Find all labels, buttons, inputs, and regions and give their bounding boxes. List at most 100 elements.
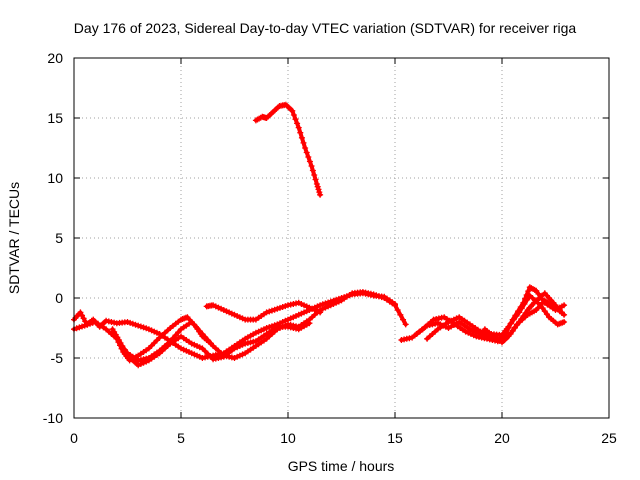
data-point bbox=[375, 293, 382, 300]
data-point bbox=[301, 302, 308, 309]
data-point bbox=[309, 305, 316, 312]
data-point bbox=[236, 352, 243, 359]
data-point bbox=[79, 323, 86, 330]
data-point bbox=[191, 351, 198, 358]
data-point bbox=[153, 337, 160, 344]
data-point bbox=[400, 316, 407, 323]
data-point bbox=[287, 315, 294, 322]
data-point bbox=[465, 329, 472, 336]
data-point bbox=[306, 158, 313, 165]
data-point bbox=[303, 303, 310, 310]
data-point bbox=[212, 303, 219, 310]
data-point bbox=[196, 353, 203, 360]
data-point bbox=[137, 361, 144, 367]
data-point bbox=[145, 326, 152, 333]
data-point bbox=[210, 302, 217, 309]
data-point bbox=[231, 345, 238, 352]
data-point bbox=[148, 327, 155, 334]
data-point bbox=[448, 317, 455, 324]
data-point bbox=[335, 298, 342, 305]
data-point bbox=[204, 350, 211, 357]
data-point bbox=[81, 322, 88, 329]
data-point bbox=[140, 359, 147, 366]
data-point bbox=[231, 311, 238, 318]
data-point bbox=[255, 328, 262, 335]
data-point bbox=[118, 345, 125, 352]
data-point bbox=[194, 352, 201, 359]
data-point bbox=[199, 345, 206, 352]
data-point bbox=[298, 134, 305, 141]
data-point bbox=[266, 324, 273, 331]
x-tick-label: 15 bbox=[387, 430, 403, 446]
data-point bbox=[207, 340, 214, 347]
data-point bbox=[226, 309, 233, 316]
data-point bbox=[319, 305, 326, 312]
y-tick-label: 10 bbox=[47, 170, 63, 186]
data-point bbox=[316, 189, 323, 196]
data-point bbox=[309, 167, 316, 174]
data-point bbox=[306, 320, 313, 327]
series-track-1 bbox=[252, 101, 324, 198]
data-point bbox=[202, 348, 209, 355]
data-point bbox=[282, 303, 289, 310]
data-point bbox=[298, 310, 305, 317]
data-point bbox=[561, 302, 568, 309]
data-point bbox=[505, 323, 512, 330]
data-point bbox=[330, 301, 337, 307]
data-point bbox=[467, 331, 474, 337]
data-point bbox=[188, 340, 195, 347]
data-point bbox=[450, 316, 457, 323]
data-point bbox=[521, 301, 528, 307]
data-point bbox=[113, 335, 120, 342]
data-point bbox=[402, 321, 409, 328]
data-point bbox=[274, 305, 281, 312]
data-point bbox=[308, 163, 315, 169]
data-point bbox=[84, 321, 91, 328]
data-point bbox=[302, 145, 309, 151]
x-tick-label: 20 bbox=[494, 430, 510, 446]
data-point bbox=[314, 308, 321, 315]
series-track-5 bbox=[113, 314, 214, 364]
data-point bbox=[145, 345, 152, 352]
data-point bbox=[263, 325, 270, 331]
data-point bbox=[294, 120, 301, 127]
data-point bbox=[252, 329, 259, 336]
data-point bbox=[397, 311, 404, 318]
data-point bbox=[314, 183, 321, 190]
series-track-10 bbox=[481, 290, 565, 345]
data-point bbox=[140, 324, 147, 331]
data-point bbox=[239, 341, 246, 348]
data-point bbox=[298, 301, 305, 307]
data-point bbox=[220, 307, 227, 313]
series-track-6 bbox=[203, 299, 324, 323]
data-point bbox=[295, 299, 302, 306]
data-point bbox=[518, 305, 525, 312]
data-point bbox=[508, 320, 515, 327]
data-layer bbox=[71, 101, 568, 369]
data-point bbox=[132, 321, 139, 328]
data-point bbox=[178, 345, 184, 352]
data-point bbox=[137, 323, 144, 330]
data-point bbox=[191, 341, 198, 348]
data-point bbox=[87, 320, 94, 327]
y-tick-label: -10 bbox=[43, 410, 63, 426]
data-point bbox=[143, 358, 150, 365]
data-point bbox=[290, 314, 297, 321]
data-point bbox=[394, 307, 401, 313]
data-point bbox=[135, 322, 142, 329]
data-point bbox=[315, 186, 322, 193]
x-tick-label: 25 bbox=[601, 430, 617, 446]
data-point bbox=[303, 149, 310, 156]
data-point bbox=[260, 326, 267, 333]
data-point bbox=[186, 349, 193, 355]
data-point bbox=[266, 308, 273, 315]
y-tick-label: 15 bbox=[47, 110, 63, 126]
grid bbox=[74, 58, 609, 418]
data-point bbox=[218, 305, 225, 312]
data-point bbox=[445, 319, 452, 325]
data-point bbox=[124, 319, 131, 325]
data-point bbox=[234, 344, 241, 351]
data-point bbox=[453, 315, 460, 322]
